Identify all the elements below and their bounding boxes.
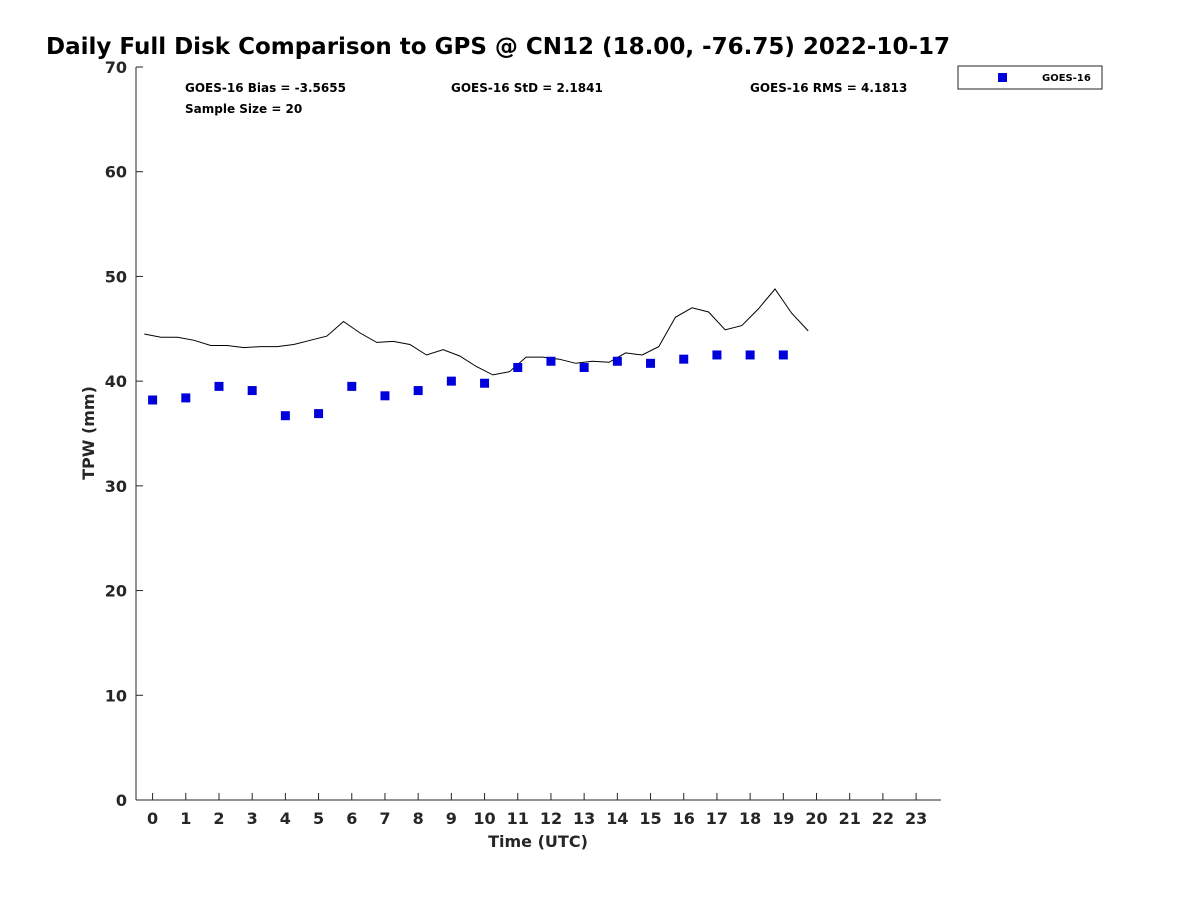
goes16-point xyxy=(347,381,357,391)
series-layer xyxy=(144,288,809,421)
x-tick-label: 7 xyxy=(379,809,390,828)
goes16-point xyxy=(413,386,423,396)
x-tick-label: 11 xyxy=(507,809,529,828)
x-ticks: 0 1 2 3 4 5 6 7 8 9 10 11 12 13 14 15 16 17 18 19 20 21 22 23 xyxy=(147,793,927,828)
x-tick-label: 15 xyxy=(639,809,661,828)
y-tick-label: 30 xyxy=(105,477,127,496)
x-tick-label: 16 xyxy=(673,809,695,828)
goes16-point xyxy=(646,358,656,368)
x-tick-label: 14 xyxy=(606,809,628,828)
std-stat: GOES-16 StD = 2.1841 xyxy=(451,81,603,95)
goes16-point xyxy=(181,393,191,403)
x-tick-label: 18 xyxy=(739,809,761,828)
x-tick-label: 1 xyxy=(180,809,191,828)
x-tick-label: 12 xyxy=(540,809,562,828)
y-tick-label: 60 xyxy=(105,163,127,182)
x-tick-label: 0 xyxy=(147,809,158,828)
x-tick-label: 13 xyxy=(573,809,595,828)
x-axis-label: Time (UTC) xyxy=(488,832,588,851)
x-tick-label: 8 xyxy=(413,809,424,828)
goes16-point xyxy=(280,411,290,421)
y-tick-label: 10 xyxy=(105,686,127,705)
x-tick-label: 9 xyxy=(446,809,457,828)
bias-stat: GOES-16 Bias = -3.5655 xyxy=(185,81,346,95)
legend-marker xyxy=(998,73,1007,82)
x-tick-label: 23 xyxy=(905,809,927,828)
x-tick-label: 22 xyxy=(872,809,894,828)
goes16-point xyxy=(778,350,788,360)
x-tick-label: 6 xyxy=(346,809,357,828)
y-ticks: 0 10 20 30 40 50 60 70 xyxy=(105,58,143,810)
x-tick-label: 17 xyxy=(706,809,728,828)
x-tick-label: 20 xyxy=(805,809,827,828)
y-tick-label: 50 xyxy=(105,267,127,286)
goes16-point xyxy=(513,363,523,373)
goes16-point xyxy=(480,378,490,388)
goes16-point xyxy=(314,409,324,419)
rms-stat: GOES-16 RMS = 4.1813 xyxy=(750,81,907,95)
y-axis-label: TPW (mm) xyxy=(79,386,98,480)
goes16-point xyxy=(612,356,622,366)
goes16-point xyxy=(148,395,158,405)
x-tick-label: 10 xyxy=(473,809,495,828)
chart-title: Daily Full Disk Comparison to GPS @ CN12… xyxy=(46,34,950,60)
goes16-point xyxy=(679,354,689,364)
y-tick-label: 70 xyxy=(105,58,127,77)
goes16-point xyxy=(546,356,556,366)
goes16-point xyxy=(247,386,257,396)
x-tick-label: 2 xyxy=(213,809,224,828)
gps-tpw-line xyxy=(144,288,809,376)
legend: GOES-16 xyxy=(957,65,1103,90)
goes16-point xyxy=(579,363,589,373)
plot-axes xyxy=(135,67,941,801)
legend-label: GOES-16 xyxy=(1042,73,1091,84)
sample-size-stat: Sample Size = 20 xyxy=(185,102,302,116)
y-tick-label: 0 xyxy=(116,791,127,810)
goes16-point xyxy=(214,381,224,391)
goes16-point xyxy=(712,350,722,360)
x-tick-label: 4 xyxy=(280,809,291,828)
goes16-point xyxy=(446,376,456,386)
x-tick-label: 19 xyxy=(772,809,794,828)
goes16-point xyxy=(380,391,390,401)
y-tick-label: 40 xyxy=(105,372,127,391)
goes16-point xyxy=(745,350,755,360)
x-tick-label: 21 xyxy=(839,809,861,828)
x-tick-label: 3 xyxy=(247,809,258,828)
legend-box xyxy=(957,65,1103,90)
x-tick-label: 5 xyxy=(313,809,324,828)
y-tick-label: 20 xyxy=(105,582,127,601)
